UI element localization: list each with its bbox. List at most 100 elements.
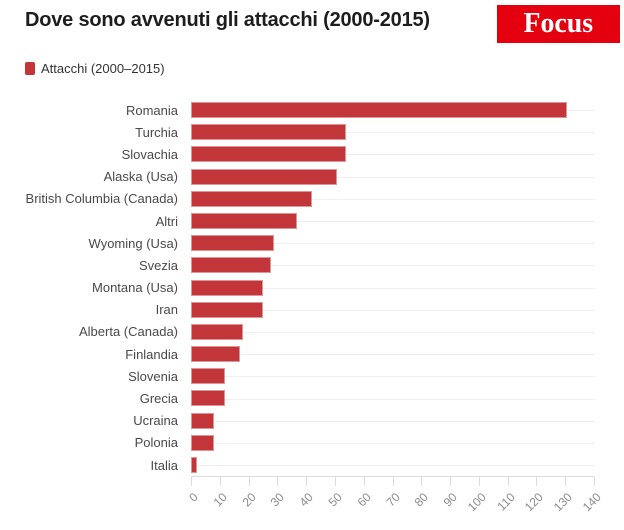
category-label: Alaska (Usa) <box>103 169 178 185</box>
bar-Svezia[interactable] <box>191 257 272 274</box>
bar-track <box>191 454 595 476</box>
bar-Slovachia[interactable] <box>191 146 347 163</box>
row-gridline <box>191 154 595 156</box>
row-gridline <box>191 221 595 223</box>
category-label: Turchia <box>135 124 178 140</box>
bar-track <box>191 166 595 188</box>
legend: Attacchi (2000–2015) <box>25 61 165 76</box>
row-gridline <box>191 398 595 400</box>
x-axis-tick-label: 80 <box>411 490 432 510</box>
x-axis-tick-label: 0 <box>186 490 201 505</box>
x-axis-tick-label: 50 <box>325 490 345 510</box>
bar-Wyoming (Usa)[interactable] <box>191 235 275 252</box>
category-label: Svezia <box>138 257 178 273</box>
chart-title: Dove sono avvenuti gli attacchi (2000-20… <box>25 9 430 31</box>
bar-Ucraina[interactable] <box>191 412 214 429</box>
bar-track <box>191 254 595 276</box>
row-gridline <box>191 465 595 467</box>
x-axis-tick <box>248 477 250 486</box>
category-label: Slovenia <box>128 368 178 384</box>
chart-row: Alaska (Usa) <box>0 166 624 188</box>
x-axis-tick <box>219 477 221 486</box>
chart-row: Finlandia <box>0 343 624 365</box>
x-axis-tick-label: 90 <box>440 490 460 510</box>
x-axis-tick <box>306 477 308 486</box>
category-label: Wyoming (Usa) <box>88 235 178 251</box>
x-axis-tick <box>507 477 509 486</box>
chart-row: Italia <box>0 454 624 476</box>
focus-logo[interactable]: Focus <box>497 5 620 43</box>
x-axis-tick-label: 100 <box>464 490 489 515</box>
category-label: Polonia <box>134 435 178 451</box>
category-label: Iran <box>155 302 178 318</box>
x-axis-tick-label: 130 <box>551 490 576 515</box>
bar-Iran[interactable] <box>191 301 263 318</box>
chart-row: British Columbia (Canada) <box>0 188 624 210</box>
x-axis-tick <box>392 477 394 486</box>
bar-Alberta (Canada)[interactable] <box>191 323 243 340</box>
bar-track <box>191 299 595 321</box>
bar-British Columbia (Canada)[interactable] <box>191 190 312 207</box>
x-axis-tick-label: 30 <box>267 490 288 510</box>
x-axis-tick-label: 60 <box>354 490 374 510</box>
x-axis-tick <box>450 477 452 486</box>
x-axis-tick <box>334 477 336 486</box>
chart-row: Wyoming (Usa) <box>0 232 624 254</box>
x-axis-tick <box>363 477 365 486</box>
category-label: Romania <box>125 102 178 118</box>
bar-Grecia[interactable] <box>191 390 226 407</box>
bar-track <box>191 99 595 121</box>
bar-Polonia[interactable] <box>191 434 214 451</box>
legend-swatch <box>25 62 35 75</box>
row-gridline <box>191 331 595 333</box>
bar-track <box>191 343 595 365</box>
chart-row: Slovenia <box>0 365 624 387</box>
x-axis-tick-label: 140 <box>579 490 604 515</box>
bar-Italia[interactable] <box>191 457 197 473</box>
category-label: Ucraina <box>133 413 178 429</box>
x-axis-tick <box>421 477 423 486</box>
focus-logo-text: Focus <box>523 6 594 39</box>
bar-Montana (Usa)[interactable] <box>191 279 263 296</box>
bar-track <box>191 277 595 299</box>
chart-row: Svezia <box>0 254 624 276</box>
bar-Slovenia[interactable] <box>191 368 226 385</box>
bar-track <box>191 121 595 143</box>
chart-row: Romania <box>0 99 624 121</box>
x-axis-tick-label: 20 <box>239 490 259 510</box>
legend-label: Attacchi (2000–2015) <box>41 61 165 76</box>
row-gridline <box>191 309 595 311</box>
x-axis-tick-label: 40 <box>296 490 317 510</box>
x-axis-tick <box>277 477 279 486</box>
x-axis-tick-label: 10 <box>210 490 230 510</box>
x-axis: 0 10 20 30 40 50 60 70 80 90 100 110 120 130 140 <box>186 476 604 517</box>
row-gridline <box>191 176 595 178</box>
bar-track <box>191 188 595 210</box>
row-gridline <box>191 287 595 289</box>
chart-row: Altri <box>0 210 624 232</box>
bar-Altri[interactable] <box>191 212 298 229</box>
row-gridline <box>191 132 595 134</box>
row-gridline <box>191 265 595 267</box>
chart-row: Slovachia <box>0 143 624 165</box>
category-label: Montana (Usa) <box>92 280 178 296</box>
category-label: Altri <box>155 213 178 229</box>
bar-Alaska (Usa)[interactable] <box>191 168 338 185</box>
x-axis-tick-label: 120 <box>522 490 547 515</box>
bar-Romania[interactable] <box>191 102 568 118</box>
bar-track <box>191 410 595 432</box>
chart-row: Montana (Usa) <box>0 277 624 299</box>
bar-Turchia[interactable] <box>191 124 347 141</box>
chart-row: Alberta (Canada) <box>0 321 624 343</box>
chart-row: Ucraina <box>0 410 624 432</box>
bar-Finlandia[interactable] <box>191 346 240 363</box>
x-axis-tick <box>191 477 192 486</box>
row-gridline <box>191 243 595 245</box>
bar-track <box>191 387 595 409</box>
bar-track <box>191 365 595 387</box>
bar-track <box>191 432 595 454</box>
category-label: Alberta (Canada) <box>79 324 178 340</box>
row-gridline <box>191 198 595 200</box>
category-label: Italia <box>150 457 178 473</box>
